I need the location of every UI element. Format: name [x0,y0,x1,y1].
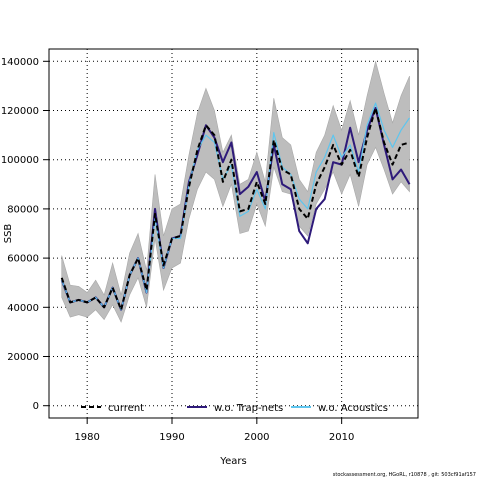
y-tick-label-120000: 120000 [1,106,39,117]
series-lines [60,102,411,311]
y-tick-label-20000: 20000 [7,352,39,363]
grid-lines [49,49,418,418]
y-tick-label-80000: 80000 [7,204,39,215]
y-axis: 0 20000 40000 60000 80000 100000 120000 140000 [1,57,49,412]
footer-source: stockassessment.org, HGoRL, r10878 , git… [332,472,476,478]
y-tick-label-100000: 100000 [1,155,39,166]
series-line-current [60,107,410,311]
x-tick-label-1980: 1980 [74,432,99,443]
y-tick-label-40000: 40000 [7,303,39,314]
legend-label-current: current [108,403,144,414]
x-axis-title: Years [219,456,246,467]
y-tick-label-140000: 140000 [1,57,39,68]
y-tick-label-60000: 60000 [7,254,39,265]
x-tick-label-1990: 1990 [159,432,184,443]
y-axis-title: SSB [3,224,14,244]
plot-frame [48,48,419,419]
legend-label-trap-nets: w.o. Trap-nets [214,403,283,414]
legend: current w.o. Trap-nets w.o. Acoustics [81,403,388,414]
x-tick-label-2010: 2010 [329,432,354,443]
legend-label-acoustics: w.o. Acoustics [318,403,388,414]
x-axis: 1980 1990 2000 2010 [74,418,354,443]
x-tick-label-2000: 2000 [244,432,269,443]
y-tick-label-0: 0 [33,401,39,412]
